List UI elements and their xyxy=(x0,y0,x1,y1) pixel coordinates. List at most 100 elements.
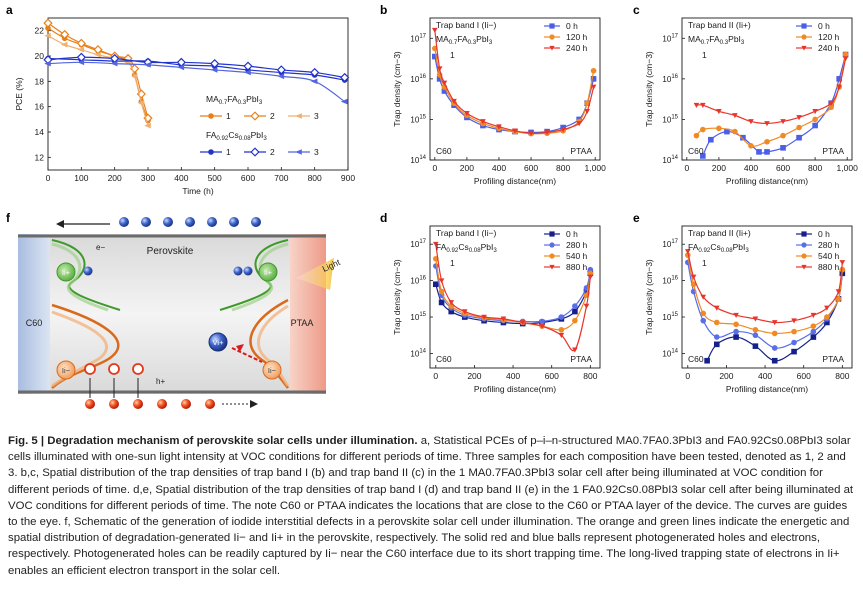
x-tick-label: 300 xyxy=(141,173,155,183)
electron-trapped xyxy=(243,266,253,276)
data-point xyxy=(177,64,185,71)
hole-ball xyxy=(109,399,119,409)
data-point xyxy=(244,69,251,76)
x-axis-label: Profiling distance(nm) xyxy=(474,176,556,186)
orange-distribution-right-faint xyxy=(257,304,290,387)
data-point xyxy=(764,138,770,145)
data-point xyxy=(700,294,707,300)
data-point xyxy=(583,303,590,309)
vi-formation-arrow xyxy=(231,347,263,363)
x-tick-label: 200 xyxy=(712,163,726,173)
legend-marker xyxy=(801,45,807,51)
x-tick-label: 800 xyxy=(835,371,849,381)
legend-marker xyxy=(549,34,555,40)
x-tick-label: 800 xyxy=(808,163,822,173)
data-point xyxy=(44,60,51,67)
data-point xyxy=(700,317,707,324)
series-line xyxy=(434,48,595,135)
electron-ball xyxy=(163,217,173,227)
schematic-f: Perovskite C60 PTAA e− Ii+ Ii+ xyxy=(18,217,342,409)
data-point xyxy=(836,76,842,82)
data-point xyxy=(836,84,842,90)
data-point xyxy=(576,121,582,127)
data-point xyxy=(740,134,746,141)
series-line xyxy=(702,54,847,157)
panel-label-e: e xyxy=(633,211,640,225)
data-point xyxy=(733,321,739,328)
chart-note: 1 xyxy=(450,50,455,60)
data-point xyxy=(771,357,778,364)
hole-ball xyxy=(205,399,215,409)
data-point xyxy=(810,328,817,335)
data-point xyxy=(693,102,700,109)
data-point xyxy=(558,326,565,333)
legend-group-title: MA0.7​FA0.3​PbI3​ xyxy=(206,94,263,106)
legend-label: 120 h xyxy=(566,32,588,42)
data-point xyxy=(812,122,818,129)
y-tick-label: 1015 xyxy=(662,312,678,322)
legend-marker xyxy=(801,23,807,29)
x-tick-label: 1,000 xyxy=(837,163,859,173)
x-tick-label: 800 xyxy=(556,163,570,173)
y-tick-label: 18 xyxy=(35,76,45,86)
chart-title: Trap band II (Ii+) xyxy=(688,228,751,238)
panel-label-f: f xyxy=(6,211,11,225)
data-point xyxy=(764,149,770,155)
electron-arrowhead xyxy=(56,220,64,228)
data-point xyxy=(693,132,700,139)
data-point xyxy=(839,260,846,266)
x-tick-label: 0 xyxy=(46,173,51,183)
data-point xyxy=(441,88,448,94)
chart-subtitle: MA0.7​FA0.3​PbI3​ xyxy=(688,34,745,46)
data-point xyxy=(796,115,802,121)
electron-trapped xyxy=(233,266,243,276)
data-point xyxy=(77,46,85,53)
x-tick-label: 200 xyxy=(460,163,474,173)
data-point xyxy=(756,149,762,155)
data-point xyxy=(144,122,151,129)
data-point xyxy=(733,312,739,319)
data-point xyxy=(708,136,714,143)
vi-plus-label: Vi+ xyxy=(213,338,225,347)
data-point xyxy=(528,130,534,137)
data-point xyxy=(448,308,455,315)
data-point xyxy=(210,67,218,73)
data-point xyxy=(752,316,759,322)
data-point xyxy=(828,104,834,111)
figure-canvas: a b c d e f 0 100 200 300 400 500 600 700 800 900… xyxy=(6,3,859,409)
data-point xyxy=(824,305,830,311)
chart-d-trap-band-1-facs: 0 200 400 600 800 1014 1015 1016 1017 Profiling d… xyxy=(392,225,601,394)
ii-minus-label: Ii− xyxy=(62,366,71,375)
ii-plus-label: Ii+ xyxy=(264,268,273,277)
series-line xyxy=(695,54,847,147)
legend-marker xyxy=(801,34,807,40)
legend-label: 2 xyxy=(270,147,275,157)
x-tick-label: 900 xyxy=(341,173,355,183)
data-point xyxy=(110,60,118,67)
data-point xyxy=(512,128,518,134)
data-point xyxy=(464,111,470,117)
data-point xyxy=(780,145,786,151)
legend-label: 0 h xyxy=(566,21,578,31)
electron-ball xyxy=(207,217,217,227)
legend-label: 3 xyxy=(314,111,319,121)
data-point xyxy=(713,305,720,311)
x-tick-label: 400 xyxy=(492,163,506,173)
data-point xyxy=(130,73,138,80)
y-tick-label: 20 xyxy=(35,51,45,61)
x-tick-label: 800 xyxy=(583,371,597,381)
y-tick-label: 1015 xyxy=(662,114,678,124)
x-tick-label: 200 xyxy=(467,371,481,381)
data-point xyxy=(45,25,51,31)
x-tick-label: 600 xyxy=(797,371,811,381)
x-tick-label: 400 xyxy=(506,371,520,381)
legend-group-title: FA0.92​Cs0.08​PbI3​ xyxy=(206,130,267,142)
series-line xyxy=(434,56,595,134)
data-point xyxy=(752,326,759,333)
data-point xyxy=(690,281,697,288)
c60-layer xyxy=(18,234,50,394)
x-axis-label: Time (h) xyxy=(182,186,213,196)
data-point xyxy=(704,357,710,364)
data-point xyxy=(77,59,85,66)
hole-trap-site xyxy=(84,363,96,375)
